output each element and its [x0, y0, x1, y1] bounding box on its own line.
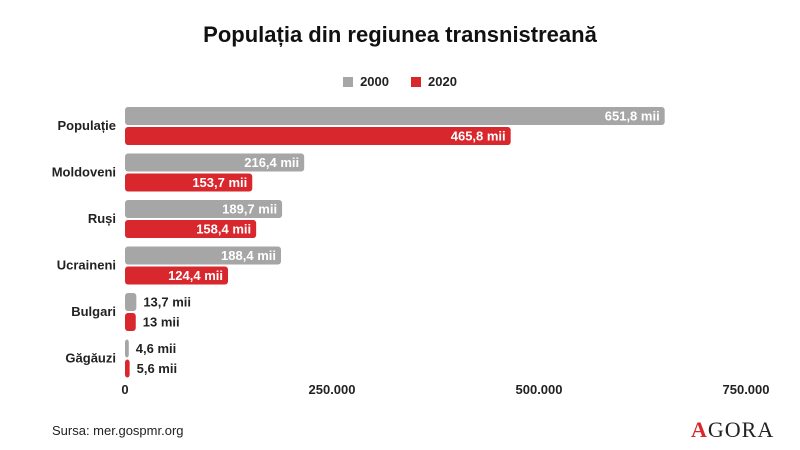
logo-mark: A: [691, 417, 708, 442]
bar-2000-1: [125, 153, 305, 172]
data-label: 158,4 mii: [196, 222, 251, 237]
data-label: 124,4 mii: [168, 268, 223, 283]
legend: 2000 2020: [0, 74, 800, 89]
data-label: 651,8 mii: [605, 109, 660, 124]
data-label: 189,7 mii: [222, 202, 277, 217]
data-label: 5,6 mii: [137, 361, 177, 376]
bar-2020-0: [125, 127, 511, 145]
bar-2000-4: [125, 293, 137, 311]
logo-text: GORA: [707, 417, 775, 442]
data-label: 465,8 mii: [451, 129, 506, 144]
x-tick-label: 250.000: [309, 382, 356, 397]
source-note: Sursa: mer.gospmr.org: [52, 423, 184, 438]
data-label: 13 mii: [143, 315, 180, 330]
data-label: 153,7 mii: [192, 175, 247, 190]
bar-2020-2: [125, 220, 257, 238]
data-label: 188,4 mii: [221, 248, 276, 263]
category-label: Ruși: [88, 211, 116, 226]
x-tick-label: 0: [121, 382, 128, 397]
data-label: 4,6 mii: [136, 341, 176, 356]
bar-2020-4: [125, 313, 136, 331]
bar-2000-0: [125, 107, 665, 125]
category-label: Moldoveni: [52, 165, 116, 180]
category-label: Bulgari: [71, 304, 116, 319]
bar-2000-5: [125, 339, 129, 358]
category-label: Populație: [57, 118, 116, 133]
legend-label-2020: 2020: [428, 74, 457, 89]
x-tick-label: 500.000: [516, 382, 563, 397]
category-label: Găgăuzi: [65, 351, 116, 366]
agora-logo: A GORA: [691, 417, 774, 443]
legend-item-2000: 2000: [343, 74, 389, 89]
legend-swatch-2000: [343, 76, 354, 87]
legend-item-2020: 2020: [411, 74, 457, 89]
bar-2020-3: [125, 266, 229, 285]
data-label: 13,7 mii: [143, 295, 191, 310]
bar-2000-2: [125, 200, 283, 218]
bar-2000-3: [125, 246, 281, 265]
chart-title: Populația din regiunea transnistreană: [203, 22, 597, 47]
bar-2020-1: [125, 173, 253, 192]
x-tick-label: 750.000: [723, 382, 770, 397]
data-label: 216,4 mii: [244, 155, 299, 170]
legend-swatch-2020: [411, 76, 421, 87]
bar-2020-5: [125, 359, 130, 378]
legend-label-2000: 2000: [360, 74, 389, 89]
category-label: Ucraineni: [57, 258, 116, 273]
